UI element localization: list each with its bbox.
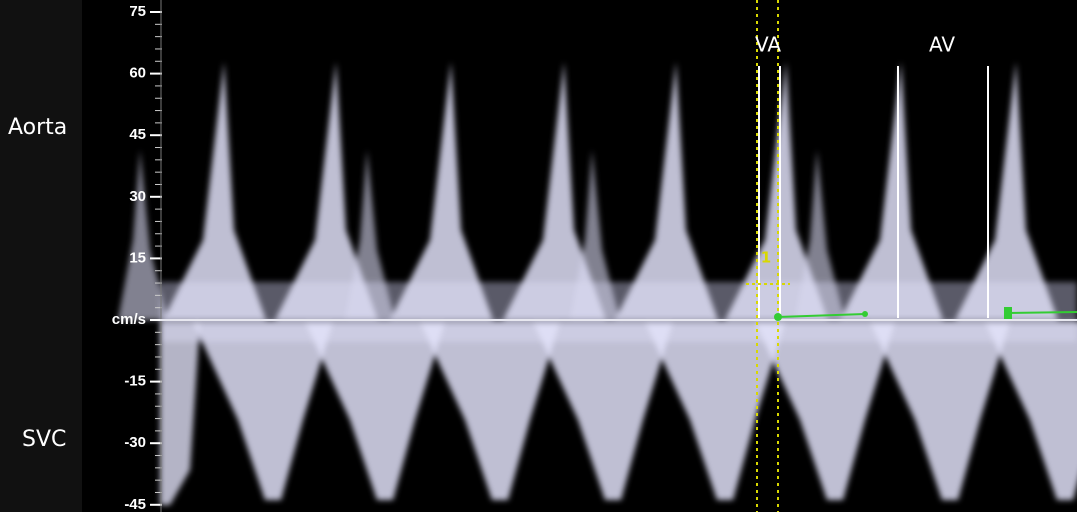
- tick-label: 45: [129, 126, 146, 143]
- tick-label: cm/s: [112, 311, 146, 328]
- trace-point: [862, 311, 868, 317]
- cursor-number: 1: [761, 249, 771, 267]
- trace: [1006, 312, 1077, 313]
- tick-label: -15: [124, 373, 146, 390]
- tick-label: -30: [124, 434, 146, 451]
- vessel-label: SVC: [22, 427, 66, 452]
- doppler-screen: 7560453015cm/s-15-30-45 Aorta SVC VA AV …: [0, 0, 1077, 512]
- tick-label: 15: [129, 249, 146, 266]
- trace-point: [774, 313, 782, 321]
- marker-label: AV: [929, 33, 955, 57]
- trace-point: [1004, 307, 1012, 319]
- tick-label: -45: [124, 496, 146, 512]
- vessel-label: Aorta: [8, 115, 67, 140]
- tick-label: 30: [129, 188, 146, 205]
- tick-label: 75: [129, 3, 146, 20]
- marker-label: VA: [755, 33, 781, 57]
- tick-label: 60: [129, 65, 146, 82]
